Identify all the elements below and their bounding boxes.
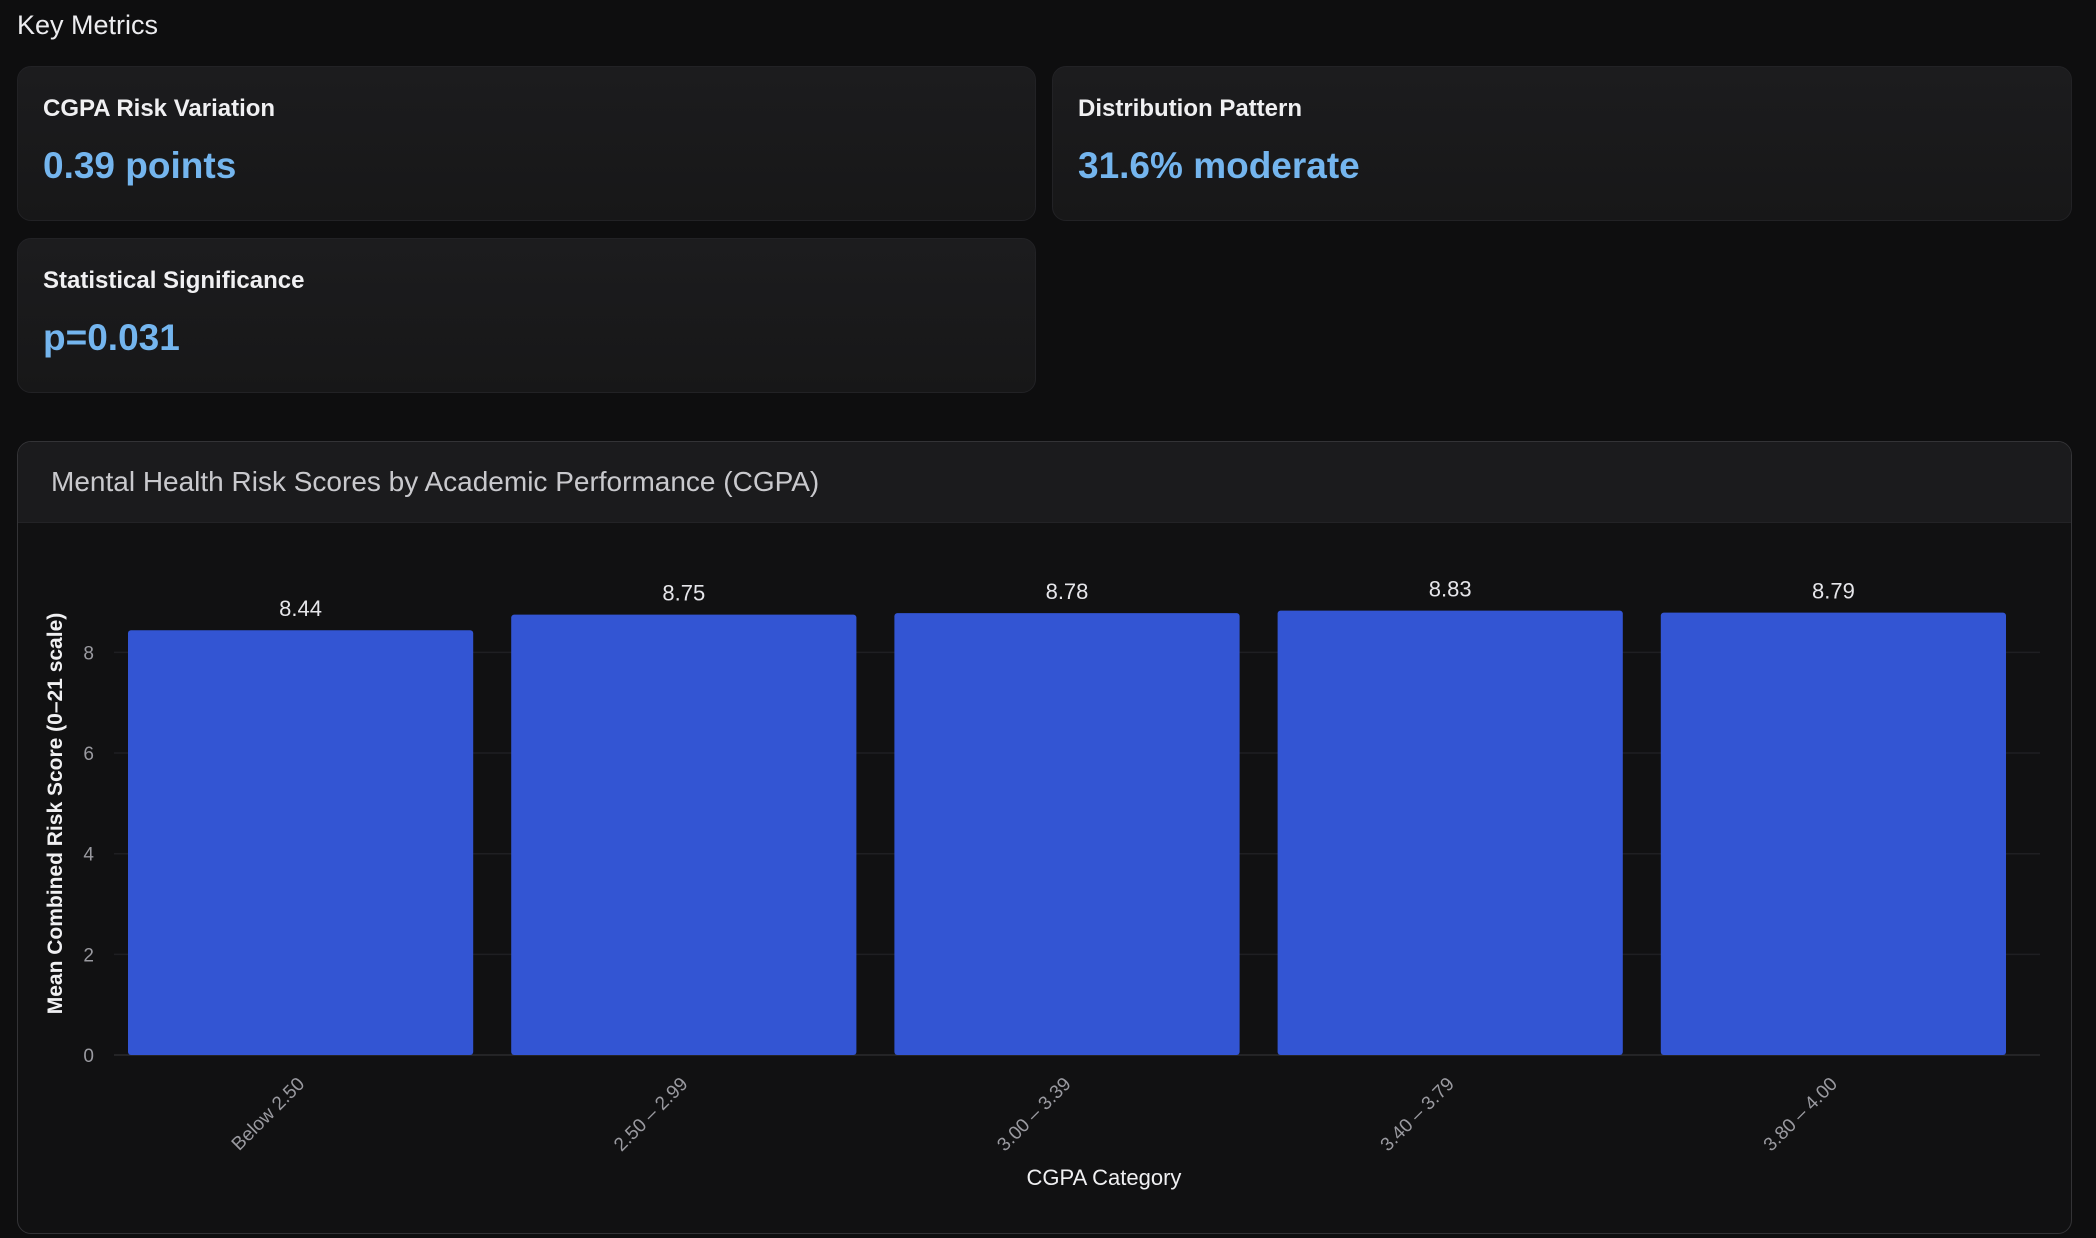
y-tick-label: 2 [83,945,94,966]
bar [1660,612,2006,1055]
data-label: 8.44 [279,596,322,621]
x-tick-label: 2.50 – 2.99 [610,1074,692,1156]
bar [894,613,1240,1055]
y-tick-label: 6 [83,744,94,765]
metric-value: 31.6% moderate [1078,145,1360,186]
bar [128,630,474,1055]
metric-card-statistical-significance: Statistical Significance p=0.031 [17,238,1036,393]
metric-label: CGPA Risk Variation [43,95,276,122]
metric-label: Statistical Significance [43,267,305,294]
metric-card-cgpa-risk-variation: CGPA Risk Variation 0.39 points [17,66,1036,221]
x-tick-label: 3.00 – 3.39 [993,1074,1075,1156]
bar [511,614,857,1055]
chart-panel: Mental Health Risk Scores by Academic Pe… [17,441,2072,1234]
data-label: 8.83 [1429,577,1472,602]
data-label: 8.75 [662,581,705,606]
x-axis-label: CGPA Category [1027,1165,1182,1190]
y-axis-label: Mean Combined Risk Score (0–21 scale) [44,613,67,1015]
section-title: Key Metrics [17,10,159,40]
chart-header: Mental Health Risk Scores by Academic Pe… [18,442,2071,523]
x-tick-label: Below 2.50 [228,1074,309,1155]
chart-title: Mental Health Risk Scores by Academic Pe… [51,466,820,497]
y-tick-label: 0 [83,1046,94,1067]
x-tick-label: 3.40 – 3.79 [1377,1074,1459,1156]
x-tick-label: 3.80 – 4.00 [1760,1074,1842,1156]
y-tick-label: 4 [83,845,94,866]
metric-value: p=0.031 [43,317,180,358]
data-label: 8.79 [1812,579,1855,604]
metric-label: Distribution Pattern [1078,95,1303,122]
metric-card-distribution-pattern: Distribution Pattern 31.6% moderate [1052,66,2072,221]
bar-chart: 0 2 4 6 8 8.44 Below 2.50 8.75 2.50 – 2.99 8.78 3.… [44,577,2040,1190]
data-label: 8.78 [1046,579,1089,604]
y-tick-label: 8 [83,643,94,664]
metric-value: 0.39 points [43,145,237,186]
bar [1277,610,1623,1055]
